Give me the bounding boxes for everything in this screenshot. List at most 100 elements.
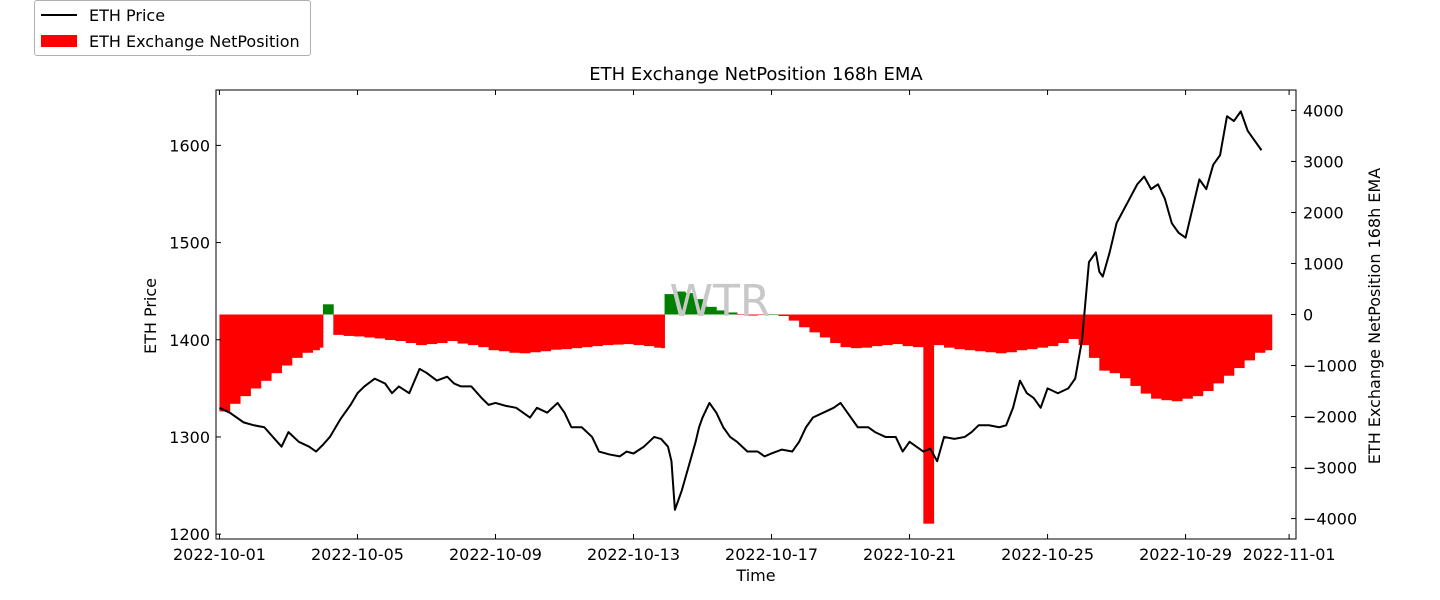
netposition-bar — [1120, 314, 1131, 379]
netposition-bar — [768, 314, 779, 315]
netposition-bar — [1006, 314, 1017, 353]
netposition-bar — [737, 314, 748, 316]
netposition-bar — [436, 314, 448, 344]
netposition-bar — [975, 314, 986, 352]
netposition-bar — [747, 314, 759, 316]
netposition-bar — [664, 294, 676, 315]
price-line — [219, 110, 1263, 511]
x-tick-label: 2022-11-01 — [1243, 545, 1336, 564]
legend-netposition-label: ETH Exchange NetPosition — [89, 31, 300, 51]
y-axis-right-ticks: −4000 −3000 −2000 −1000 0 1000 2000 3000 4000 — [1291, 101, 1357, 529]
y-right-tick-label: −3000 — [1303, 459, 1357, 478]
chart-title: ETH Exchange NetPosition 168h EMA — [589, 64, 923, 85]
netposition-bar — [902, 314, 914, 347]
netposition-bar — [1182, 314, 1193, 399]
legend-line-swatch — [41, 14, 77, 16]
netposition-bar — [778, 314, 790, 317]
netposition-bar — [561, 314, 572, 350]
netposition-bar — [964, 314, 976, 351]
netposition-bar — [219, 314, 231, 412]
netposition-bar — [1223, 314, 1235, 376]
netposition-bar — [850, 314, 862, 349]
netposition-bar — [623, 314, 634, 345]
y-right-tick-label: 2000 — [1303, 203, 1344, 222]
netposition-bar — [1099, 314, 1111, 371]
netposition-bar — [892, 314, 904, 345]
netposition-bar — [509, 314, 521, 353]
legend-price-label: ETH Price — [89, 5, 166, 25]
netposition-bar — [319, 314, 324, 348]
netposition-bar — [1254, 314, 1266, 353]
netposition-bar — [726, 312, 738, 315]
netposition-bar — [643, 314, 655, 347]
netposition-bar — [250, 314, 262, 389]
y-right-tick-label: −4000 — [1303, 510, 1357, 529]
netposition-bar — [498, 314, 510, 352]
netposition-bar — [1109, 314, 1121, 374]
netposition-bar — [457, 314, 469, 344]
netposition-bar — [1057, 314, 1069, 344]
netposition-bar — [1130, 314, 1142, 386]
x-tick-label: 2022-10-05 — [311, 545, 404, 564]
watermark-text: WTR — [670, 276, 771, 327]
y-left-tick-label: 1300 — [169, 428, 210, 447]
netposition-bar — [954, 314, 966, 350]
y-right-tick-label: 4000 — [1303, 101, 1344, 120]
x-axis-ticks: 2022-10-01 2022-10-05 2022-10-09 2022-10-13… — [173, 90, 1336, 564]
x-tick-label: 2022-10-01 — [173, 545, 266, 564]
y-right-tick-label: 1000 — [1303, 254, 1344, 273]
netposition-bar — [1161, 314, 1173, 401]
netposition-bar — [654, 314, 662, 348]
y-axis-left-label: ETH Price — [141, 278, 160, 354]
x-tick-label: 2022-10-29 — [1139, 545, 1232, 564]
netposition-bar — [426, 314, 438, 345]
x-tick-label: 2022-10-13 — [587, 545, 680, 564]
y-left-tick-label: 1600 — [169, 136, 210, 155]
netposition-bar — [799, 314, 810, 328]
netposition-bar — [1264, 314, 1273, 351]
netposition-bar — [416, 314, 427, 346]
y-axis-left-ticks: 1200 1300 1400 1500 1600 — [169, 136, 221, 544]
y-right-tick-label: −2000 — [1303, 408, 1357, 427]
y-right-tick-label: −1000 — [1303, 357, 1357, 376]
netposition-bar — [540, 314, 552, 352]
netposition-bar — [661, 314, 665, 349]
netposition-bar — [1202, 314, 1214, 392]
netposition-bar — [633, 314, 645, 346]
y-axis-right-label: ETH Exchange NetPosition 168h EMA — [1365, 168, 1384, 464]
netposition-bar — [581, 314, 593, 348]
netposition-bar — [322, 304, 334, 315]
netposition-bar — [478, 314, 489, 348]
netposition-bar — [343, 314, 355, 336]
netposition-bar — [281, 314, 293, 366]
y-right-tick-label: 3000 — [1303, 152, 1344, 171]
netposition-bar — [1151, 314, 1162, 399]
netposition-bar — [695, 299, 707, 315]
netposition-bar — [229, 314, 241, 404]
netposition-bar — [364, 314, 376, 338]
netposition-bar — [830, 314, 841, 344]
netposition-bar — [302, 314, 314, 353]
y-right-tick-label: 0 — [1303, 306, 1313, 325]
netposition-bar — [291, 314, 303, 358]
legend-item-price: ETH Price — [41, 4, 165, 26]
netposition-bar — [1192, 314, 1204, 397]
netposition-bar — [529, 314, 541, 353]
x-tick-label: 2022-10-17 — [725, 545, 818, 564]
netposition-bar — [944, 314, 955, 348]
netposition-bar — [995, 314, 1007, 354]
netposition-bar — [809, 314, 821, 333]
legend-item-netposition: ETH Exchange NetPosition — [41, 30, 300, 52]
x-tick-label: 2022-10-09 — [449, 545, 542, 564]
x-tick-label: 2022-10-21 — [863, 545, 956, 564]
netposition-bar — [881, 314, 893, 346]
netposition-bars — [219, 291, 1273, 524]
netposition-bar — [705, 306, 717, 315]
netposition-bar — [1213, 314, 1224, 384]
netposition-bar — [550, 314, 562, 350]
netposition-bar — [1078, 314, 1090, 346]
netposition-bar — [602, 314, 614, 346]
netposition-bar — [1068, 314, 1080, 339]
